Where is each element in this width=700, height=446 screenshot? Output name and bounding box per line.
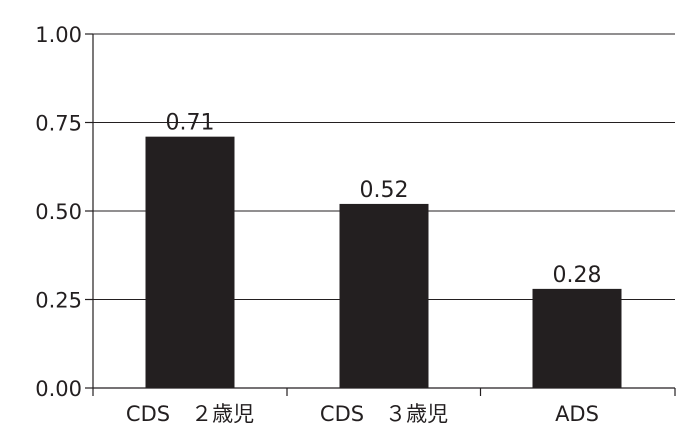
category-label: CDS ３歳児 [320, 402, 448, 426]
data-label: 0.52 [360, 178, 409, 203]
bar [532, 288, 622, 388]
y-tick-label: 0.00 [35, 377, 82, 401]
y-tick-label: 0.50 [35, 200, 82, 224]
category-label: CDS ２歳児 [126, 402, 254, 426]
y-tick-label: 1.00 [35, 23, 82, 47]
bars [145, 136, 622, 388]
data-label: 0.28 [553, 263, 602, 288]
bar [339, 203, 429, 388]
category-label: ADS [555, 402, 599, 426]
data-label: 0.71 [166, 111, 215, 136]
bar [145, 136, 235, 388]
y-tick-label: 0.75 [35, 112, 82, 136]
y-tick-label: 0.25 [35, 289, 82, 313]
labels: 0.00 0.25 0.50 0.75 1.00 0.71 CDS ２歳児 0.52 CDS ３… [35, 23, 601, 426]
